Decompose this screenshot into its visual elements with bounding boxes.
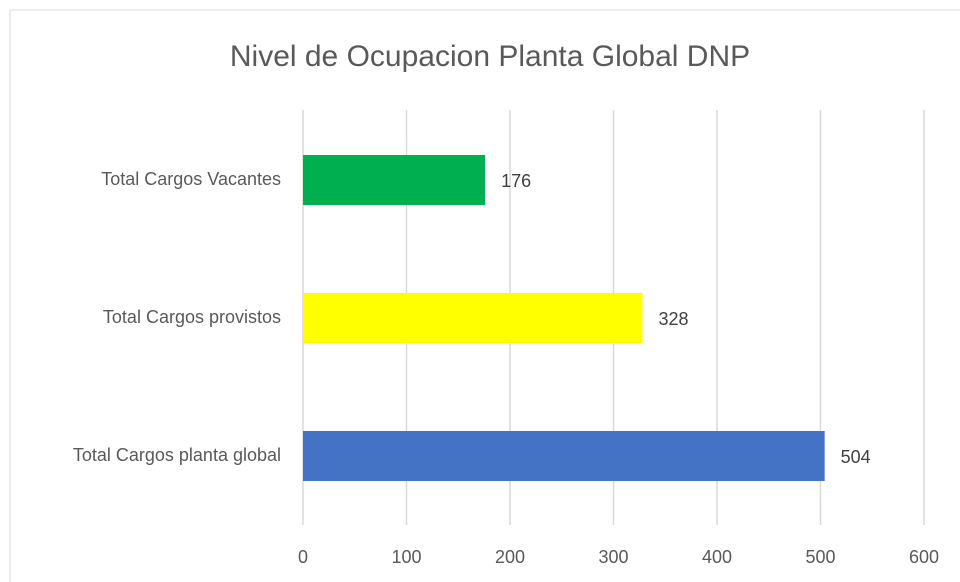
x-tick-label: 200 xyxy=(495,547,525,567)
x-tick-label: 0 xyxy=(298,547,308,567)
x-tick-label: 400 xyxy=(702,547,732,567)
bar xyxy=(303,293,643,343)
y-tick-label: Total Cargos provistos xyxy=(103,307,281,327)
y-tick-label: Total Cargos Vacantes xyxy=(101,169,281,189)
x-tick-label: 100 xyxy=(391,547,421,567)
bar xyxy=(303,155,486,205)
data-label: 504 xyxy=(841,447,871,467)
y-tick-label: Total Cargos planta global xyxy=(73,445,281,465)
data-label: 328 xyxy=(658,309,688,329)
chart-title: Nivel de Ocupacion Planta Global DNP xyxy=(230,40,750,73)
x-tick-label: 500 xyxy=(805,547,835,567)
x-tick-label: 300 xyxy=(598,547,628,567)
bar xyxy=(303,431,825,481)
x-tick-label: 600 xyxy=(909,547,939,567)
data-label: 176 xyxy=(501,171,531,191)
